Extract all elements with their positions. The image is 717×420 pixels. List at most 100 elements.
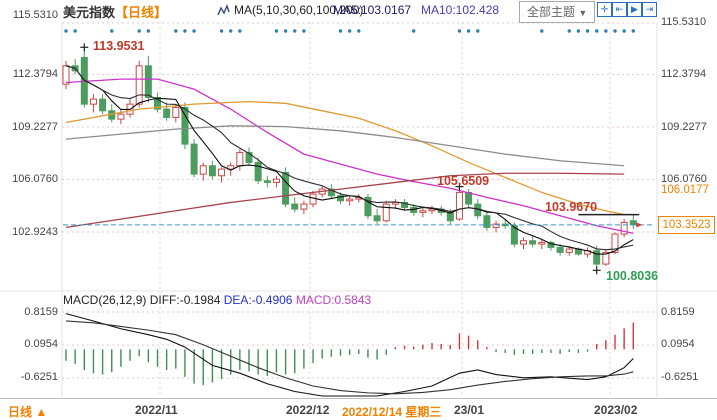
y-axis-label: 109.2277	[12, 121, 58, 133]
candle[interactable]	[364, 196, 372, 217]
macd-header: MACD(26,12,9) DIFF:-0.1984 DEA:-0.4906 M…	[63, 293, 371, 307]
candle[interactable]	[154, 96, 161, 110]
time-axis-bar: 日线 ▲ 2022/11 2022/12 2022/12/14 星期三 23/0…	[0, 398, 717, 420]
candle[interactable]	[419, 210, 427, 213]
candle[interactable]	[163, 108, 171, 118]
event-dot	[476, 29, 480, 33]
candle[interactable]	[291, 203, 299, 210]
candle[interactable]	[272, 178, 280, 183]
event-dot	[540, 29, 544, 33]
candle[interactable]	[346, 198, 354, 202]
candle[interactable]	[556, 246, 564, 253]
event-dot	[238, 29, 242, 33]
candle[interactable]	[190, 143, 198, 175]
event-dot	[622, 29, 626, 33]
candle[interactable]	[181, 106, 189, 145]
candle[interactable]	[465, 191, 473, 205]
shift-right-icon[interactable]: ⇥	[642, 2, 657, 17]
event-dot	[146, 29, 151, 33]
candle[interactable]	[236, 151, 244, 167]
y-axis-label: 109.2277	[661, 121, 707, 133]
candle[interactable]	[565, 248, 573, 253]
candle[interactable]	[593, 250, 601, 265]
high-annotation: 113.9531	[93, 39, 145, 53]
candle[interactable]	[327, 188, 335, 197]
event-dot	[73, 29, 77, 33]
candle[interactable]	[62, 65, 70, 85]
candle[interactable]	[492, 223, 500, 228]
event-dot	[457, 29, 462, 33]
macd-axis-label: 0.8159	[24, 306, 58, 318]
candle[interactable]	[245, 151, 253, 163]
candle[interactable]	[602, 251, 610, 265]
macd-axis-label: 0.0954	[24, 338, 58, 350]
event-dot	[631, 29, 635, 33]
event-dot	[192, 29, 196, 33]
y-axis-label: 112.3794	[12, 68, 58, 80]
triangle-up-icon: ▲	[35, 405, 48, 419]
recent-high-annotation: 103.9670	[545, 200, 598, 214]
macd-value: MACD:0.5843	[295, 293, 372, 307]
candle[interactable]	[172, 106, 180, 118]
candle[interactable]	[510, 225, 518, 245]
candle[interactable]	[117, 113, 125, 120]
candle[interactable]	[483, 215, 491, 228]
candle[interactable]	[428, 208, 436, 212]
event-dot	[567, 29, 571, 33]
candle[interactable]	[373, 215, 381, 222]
chevron-down-icon: ▼	[578, 8, 588, 18]
month-label: 2023/02	[594, 403, 638, 417]
selected-date-label: 2022/12/14 星期三	[342, 405, 442, 419]
ma-right-value: 106.0177	[661, 184, 709, 196]
candle[interactable]	[382, 203, 390, 222]
candle[interactable]	[547, 241, 555, 248]
macd-params: MACD(26,12,9)	[63, 293, 147, 307]
ma-line-ma60	[65, 100, 625, 216]
candle[interactable]	[227, 165, 235, 170]
candle[interactable]	[263, 180, 271, 183]
ma10-value: MA10:102.428	[421, 3, 500, 17]
candle[interactable]	[144, 65, 152, 98]
candle[interactable]	[208, 165, 216, 177]
timeframe-label: 【日线】	[115, 5, 168, 20]
event-dot	[338, 29, 343, 33]
candle[interactable]	[401, 201, 409, 208]
event-dot	[219, 29, 224, 33]
candle[interactable]	[520, 240, 527, 245]
timeframe-selector[interactable]: 日线 ▲	[8, 405, 48, 419]
candle[interactable]	[99, 98, 107, 112]
month-label: 2022/11	[135, 403, 178, 417]
event-dot	[613, 29, 617, 33]
event-dot	[174, 29, 178, 33]
event-dot	[229, 29, 233, 33]
macd-dea-value: DEA:-0.4906	[223, 293, 293, 307]
candle[interactable]	[337, 195, 344, 202]
pan-crosshair-icon[interactable]: ✛	[597, 2, 612, 17]
event-dot	[357, 29, 361, 33]
play-icon[interactable]: ▶	[627, 2, 642, 17]
candle[interactable]	[135, 65, 143, 105]
candle[interactable]	[254, 161, 262, 182]
candle[interactable]	[538, 241, 546, 245]
candle[interactable]	[611, 233, 619, 253]
shift-left-icon[interactable]: ⇤	[612, 2, 627, 17]
candle[interactable]	[446, 211, 454, 222]
candle[interactable]	[620, 221, 628, 235]
candle[interactable]	[89, 98, 97, 105]
symbol-name: 美元指数	[63, 5, 116, 20]
ma-line-ma100	[65, 125, 625, 167]
event-dot	[283, 29, 288, 33]
candle[interactable]	[282, 171, 290, 205]
event-dot	[183, 29, 187, 33]
candle[interactable]	[629, 220, 637, 226]
candle[interactable]	[199, 165, 207, 175]
ma5-value: MA5:103.0167	[333, 3, 412, 17]
candle[interactable]	[529, 240, 537, 245]
event-dot	[137, 29, 141, 33]
candle[interactable]	[300, 203, 308, 210]
candle[interactable]	[218, 168, 226, 177]
candle[interactable]	[455, 191, 463, 220]
themes-dropdown[interactable]: 全部主题 ▼	[519, 1, 596, 23]
event-dot	[302, 29, 306, 33]
